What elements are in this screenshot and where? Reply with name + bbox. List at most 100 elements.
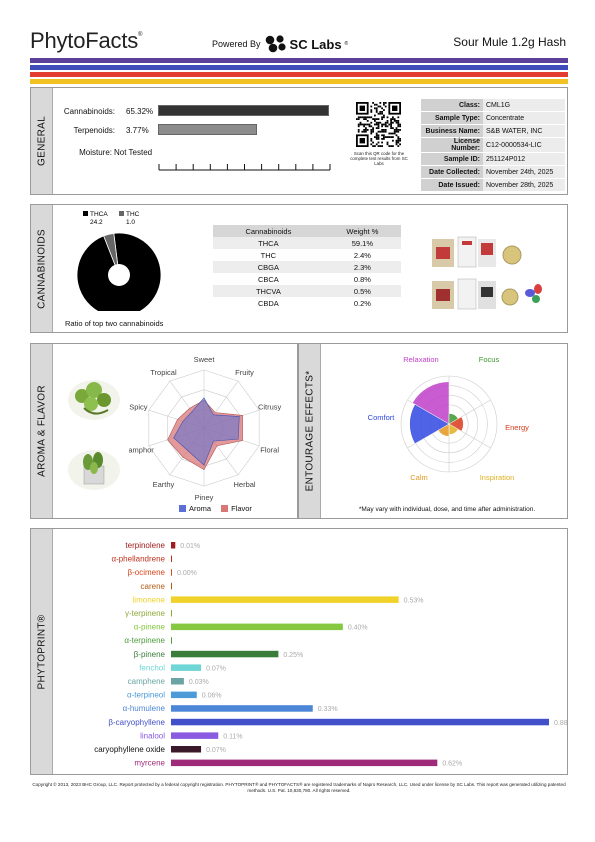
info-value: 251124P012 <box>483 153 565 165</box>
info-value: November 28th, 2025 <box>483 179 565 191</box>
polar-label: Comfort <box>368 413 396 422</box>
terpene-name: linalool <box>140 731 165 740</box>
terpene-bar <box>171 637 172 644</box>
pie-legend-swatch <box>119 211 124 216</box>
moisture-label: Moisture: <box>79 148 112 157</box>
table-cell: 2.4% <box>353 250 371 260</box>
pie-caption: Ratio of top two cannabinoids <box>65 319 164 328</box>
radar-axis-label: Spicy <box>129 403 148 412</box>
table-row: CBGA 2.3% <box>213 261 401 273</box>
terpene-bar <box>171 596 399 603</box>
color-stripe <box>30 65 568 70</box>
color-stripe <box>30 58 568 63</box>
phytoprint-panel: PHYTOPRINT® terpinolene 0.01% α-phellandre… <box>30 528 568 775</box>
table-header: Cannabinoids <box>213 225 324 237</box>
radar-axis-label: Fruity <box>235 368 254 377</box>
color-stripes <box>30 58 568 86</box>
polar-wedge <box>412 381 450 425</box>
radar-axis-label: Sweet <box>194 356 216 364</box>
terpene-name: terpinolene <box>125 541 165 550</box>
info-key: Date Issued: <box>421 179 483 191</box>
qr-caption: Scan this QR code for the complete test … <box>350 151 408 166</box>
cannabinoids-label: Cannabinoids: <box>63 107 115 116</box>
table-row: THCVA 0.5% <box>213 285 401 297</box>
radar-axis-label: Earthy <box>153 480 175 489</box>
terpene-value: 0.03% <box>189 679 209 686</box>
terpene-name: γ-terpinene <box>125 609 166 618</box>
radar-legend: Aroma Flavor <box>179 504 252 513</box>
table-cell: THCA <box>213 237 324 249</box>
hops-icon <box>68 380 120 420</box>
terpene-bar <box>171 569 172 576</box>
cannabinoid-table: Cannabinoids Weight % THCA 59.1% THC 2.4% CBGA… <box>213 225 401 309</box>
terpene-name: carene <box>141 582 166 591</box>
terpene-bar <box>171 555 172 563</box>
color-stripe <box>30 79 568 84</box>
general-side-label: GENERAL <box>31 88 53 194</box>
moisture-scale <box>158 164 331 171</box>
report-header: PhytoFacts® Powered By SC Labs ® Sour Mul… <box>30 26 568 56</box>
terpene-bar <box>171 610 172 617</box>
color-stripe <box>30 72 568 77</box>
cannabinoids-bar <box>158 105 330 116</box>
terpene-name: α-humulene <box>123 704 166 713</box>
polar-label: Inspiration <box>480 473 515 482</box>
terpene-bar <box>171 718 549 726</box>
general-panel: GENERAL Cannabinoids: 65.32% Terpenoids:… <box>30 87 568 195</box>
info-value: Concentrate <box>483 112 565 124</box>
info-row: Sample Type: Concentrate <box>421 112 565 124</box>
table-row: CBCA 0.8% <box>213 273 401 285</box>
info-row: Business Name: S&B WATER, INC <box>421 125 565 137</box>
table-cell: 2.3% <box>323 261 401 273</box>
table-cell: CBCA <box>257 274 279 284</box>
entourage-panel: ENTOURAGE EFFECTS* Relaxation Focus Energy… <box>298 343 568 519</box>
info-row: Class: CML1G <box>421 99 565 111</box>
entourage-polar-chart: Relaxation Focus Energy Inspiration Calm Comf… <box>368 356 529 482</box>
info-value: November 24th, 2025 <box>483 166 565 178</box>
cannabinoids-side-label: CANNABINOIDS <box>31 205 53 332</box>
polar-wedge <box>409 403 450 445</box>
terpene-name: α-terpineol <box>127 691 165 700</box>
terpene-bar <box>171 623 343 631</box>
terpene-bar <box>171 664 202 671</box>
terpene-name: myrcene <box>134 759 165 768</box>
terpene-name: β-pinene <box>134 650 166 659</box>
terpene-bar <box>171 759 438 767</box>
radar-axis-label: Tropical <box>150 368 177 377</box>
info-key: Sample Type: <box>421 112 483 124</box>
terpene-name: camphene <box>128 677 166 686</box>
terpene-value: 0.07% <box>206 747 226 754</box>
aroma-side-label: AROMA & FLAVOR <box>31 344 53 518</box>
sc-labs-logo-icon <box>265 35 286 53</box>
terpene-value: 0.53% <box>404 597 424 604</box>
terpene-bar <box>171 542 176 549</box>
terpene-bar <box>171 650 279 658</box>
info-key: Sample ID: <box>421 153 483 165</box>
radar-axis-label: Camphor <box>129 445 154 454</box>
terpene-value: 0.33% <box>318 706 338 713</box>
terpene-name: α-terpinene <box>124 636 165 645</box>
table-cell: 0.5% <box>323 285 401 297</box>
qr-code-icon[interactable] <box>356 102 401 147</box>
terpene-value: 0.11% <box>223 733 242 740</box>
info-value: S&B WATER, INC <box>483 125 565 137</box>
herb-icon <box>68 450 120 490</box>
terpene-value: 0.06% <box>202 693 222 700</box>
powered-by-label: Powered By <box>212 39 261 49</box>
pie-legend-name: THCA <box>90 211 108 218</box>
sample-info-table: Class: CML1G Sample Type: Concentrate Busine… <box>421 98 565 192</box>
terpene-value: 0.62% <box>442 761 462 768</box>
polar-label: Focus <box>479 356 500 364</box>
legend-aroma: Aroma <box>179 504 211 513</box>
table-row: THCA 59.1% <box>213 237 401 249</box>
radar-axis-label: Citrusy <box>258 403 282 412</box>
info-key: License Number: <box>421 138 483 152</box>
table-row: THC 2.4% <box>213 249 401 261</box>
info-value: C12-0000534-LIC <box>483 138 565 152</box>
terpenoids-value: 3.77% <box>126 126 149 135</box>
polar-label: Relaxation <box>403 356 438 364</box>
terpene-bar <box>171 691 197 699</box>
terpene-value: 0.00% <box>177 570 197 577</box>
table-cell: THCVA <box>213 285 324 297</box>
terpene-name: limonene <box>133 595 166 604</box>
